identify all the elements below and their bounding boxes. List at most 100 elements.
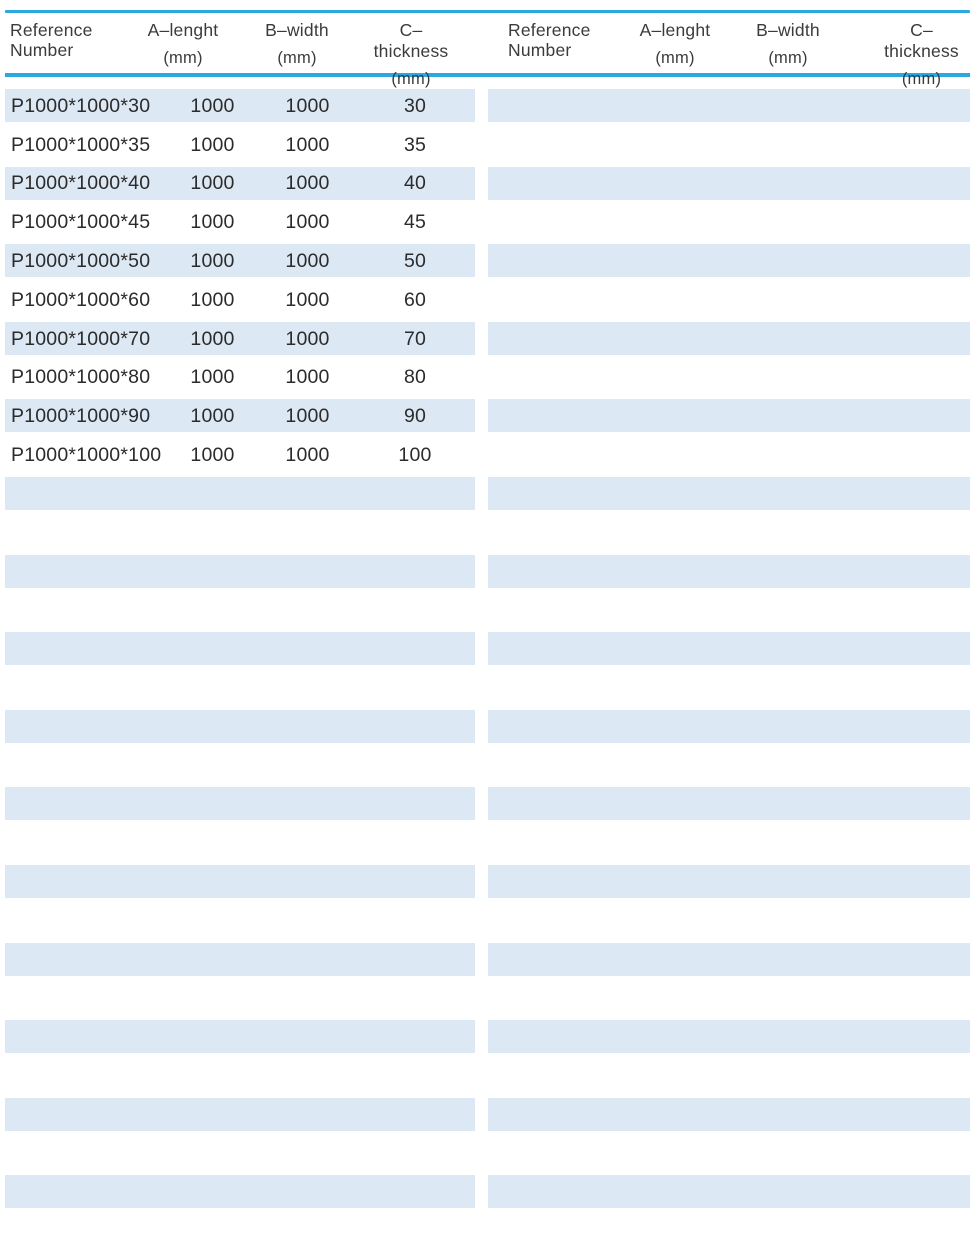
table-row: P1000*1000*40 1000 1000 40 [5,164,475,204]
dimensions-table-right: Reference Number A–lenght (mm) B–width (… [488,13,970,1236]
table-row-empty [5,1095,475,1135]
cell-b-mm: 1000 [285,327,330,350]
cell-c-mm: 40 [403,172,427,195]
cell-b-mm: 1000 [285,444,330,467]
table-row-empty [488,747,970,786]
table-row-empty [488,126,970,165]
table-row-empty [488,1095,970,1135]
cell-a-mm: 1000 [190,366,235,389]
table-row-empty [488,979,970,1018]
cell-reference: P1000*1000*50 [11,250,151,273]
reference-header-line2: Number [10,40,74,60]
b-width-unit: (mm) [768,49,808,67]
cell-b-mm: 1000 [285,405,330,428]
c-thickness-unit: (mm) [901,70,942,88]
cell-b-mm: 1000 [285,172,330,195]
cell-c-mm: 80 [403,366,427,389]
cell-c-mm: 50 [403,250,427,273]
b-width-unit: (mm) [277,49,317,67]
column-header-c-thickness: C–thickness (mm) [366,20,475,89]
cell-reference: P1000*1000*70 [11,327,151,350]
table-row: P1000*1000*60 1000 1000 60 [5,281,475,320]
c-thickness-label: C–thickness [884,20,959,61]
cell-reference: P1000*1000*60 [11,288,151,311]
table-header: Reference Number A–lenght (mm) B–width (… [5,13,475,88]
cell-a-mm: 1000 [190,327,235,350]
table-row-empty [488,1057,970,1096]
table-row-empty [5,1057,475,1096]
cell-reference: P1000*1000*90 [11,405,151,428]
cell-a-mm: 1000 [190,133,235,156]
cell-b-mm: 1000 [285,366,330,389]
table-row-empty [5,1212,475,1251]
cell-c-mm: 45 [403,211,427,234]
cell-reference: P1000*1000*100 [11,444,162,467]
cell-c-mm: 35 [403,133,427,156]
table-row-empty [5,474,475,514]
cell-c-mm: 90 [403,405,427,428]
cell-a-mm: 1000 [190,94,235,117]
cell-a-mm: 1000 [190,444,235,467]
cell-c-mm: 60 [403,288,427,311]
table-row-empty [488,436,970,475]
a-length-label: A–lenght [639,20,711,40]
table-row-empty [488,203,970,242]
table-row-empty [5,630,475,669]
table-row: P1000*1000*30 1000 1000 30 [5,87,475,126]
a-length-unit: (mm) [655,49,695,67]
table-header: Reference Number A–lenght (mm) B–width (… [488,13,970,88]
b-width-label: B–width [265,20,329,40]
cell-b-mm: 1000 [285,288,330,311]
table-row: P1000*1000*45 1000 1000 45 [5,203,475,242]
reference-header-line2: Number [508,40,572,60]
table-row-empty [5,785,475,825]
table-row-empty [488,242,970,281]
table-body [488,87,970,1251]
cell-a-mm: 1000 [190,172,235,195]
cell-b-mm: 1000 [285,133,330,156]
table-row-empty [5,979,475,1018]
table-row-empty [5,669,475,708]
cell-a-mm: 1000 [190,288,235,311]
table-row-empty [488,397,970,437]
table-row-empty [5,514,475,553]
cell-reference: P1000*1000*45 [11,211,151,234]
table-row: P1000*1000*70 1000 1000 70 [5,319,475,359]
table-row-empty [488,940,970,980]
table-row-empty [488,164,970,204]
column-header-a-length: A–lenght (mm) [630,20,720,89]
table-row-empty [488,1212,970,1251]
column-header-b-width: B–width (mm) [720,20,856,89]
column-header-b-width: B–width (mm) [228,20,366,89]
cell-reference: P1000*1000*40 [11,172,151,195]
reference-header-line1: Reference [508,20,591,40]
table-row-empty [5,552,475,592]
column-header-reference: Reference Number [5,20,138,89]
table-row-empty [5,1018,475,1057]
table-row: P1000*1000*35 1000 1000 35 [5,126,475,165]
cell-reference: P1000*1000*80 [11,366,151,389]
table-row: P1000*1000*80 1000 1000 80 [5,359,475,398]
table-row-empty [5,902,475,941]
dimensions-table-left: Reference Number A–lenght (mm) B–width (… [5,13,475,1236]
cell-b-mm: 1000 [285,94,330,117]
table-row-empty [488,824,970,863]
table-row-empty [488,669,970,708]
table-row-empty [488,474,970,514]
table-row-empty [488,359,970,398]
table-row-empty [5,862,475,902]
cell-reference: P1000*1000*35 [11,133,151,156]
cell-c-mm: 70 [403,327,427,350]
cell-b-mm: 1000 [285,211,330,234]
b-width-label: B–width [756,20,820,40]
table-row-empty [488,902,970,941]
table-row-empty [488,1135,970,1174]
table-row-empty [5,747,475,786]
a-length-label: A–lenght [147,20,219,40]
cell-a-mm: 1000 [190,211,235,234]
header-underline-rule [5,73,970,77]
table-row-empty [488,1173,970,1213]
table-row-empty [488,319,970,359]
table-row: P1000*1000*100 1000 1000 100 [5,436,475,475]
table-row-empty [488,514,970,553]
